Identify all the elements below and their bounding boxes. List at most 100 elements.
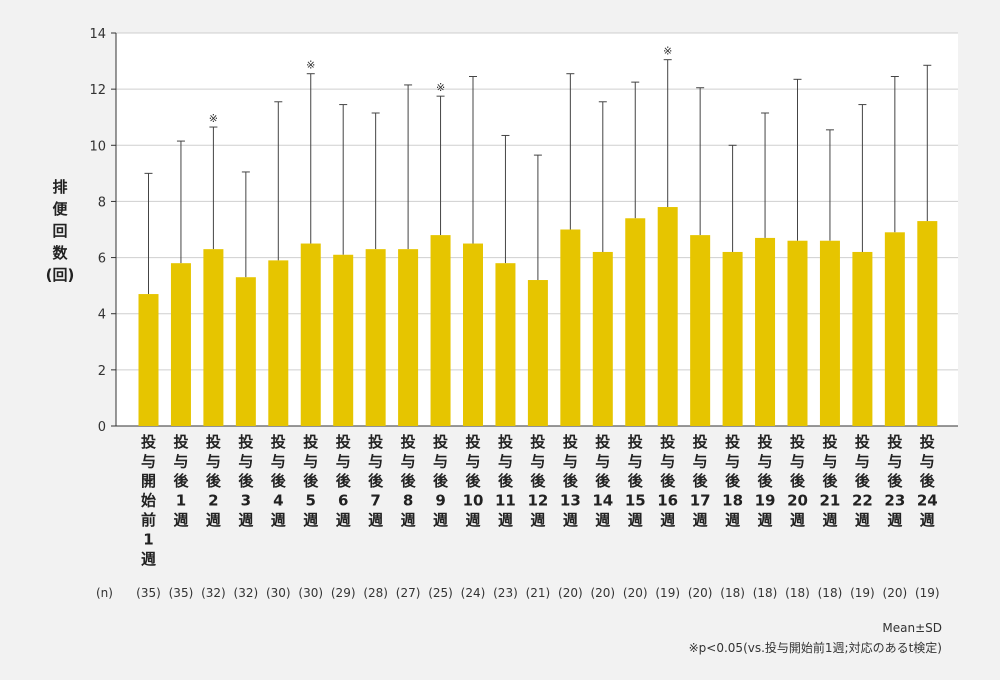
x-tick-label-char: 与 bbox=[790, 453, 805, 471]
n-count-label: (30) bbox=[298, 586, 323, 600]
x-tick-label-char: 投 bbox=[401, 433, 416, 451]
x-tick-label-char: 投 bbox=[725, 433, 740, 451]
x-tick-label: 投与後 6週 bbox=[335, 433, 352, 529]
x-tick-label-char: 後 bbox=[497, 472, 514, 490]
x-tick-label-char: 21 bbox=[820, 492, 841, 510]
bar bbox=[170, 263, 191, 426]
x-tick-label-char: 週 bbox=[498, 511, 513, 529]
x-tick-label-char: 後 bbox=[757, 472, 774, 490]
x-tick-label-char: 週 bbox=[401, 511, 416, 529]
n-count-label: (20) bbox=[688, 586, 713, 600]
x-tick-label-char: 7 bbox=[370, 492, 380, 510]
bar bbox=[560, 229, 581, 426]
bar-layer: ※ ※ ※ ※ bbox=[138, 45, 938, 426]
x-tick-label-char: 投 bbox=[206, 433, 221, 451]
x-tick-label: 投与後 2週 bbox=[205, 433, 222, 529]
bar-group bbox=[787, 78, 808, 426]
x-tick-label-char: 後 bbox=[562, 472, 579, 490]
n-count-label: (29) bbox=[331, 586, 356, 600]
x-tick-label-char: 投 bbox=[271, 433, 286, 451]
x-tick-label-char: 週 bbox=[920, 511, 935, 529]
bar bbox=[203, 249, 224, 426]
x-tick-label: 投与後 11週 bbox=[495, 433, 516, 529]
x-tick-label-char: 与 bbox=[336, 453, 351, 471]
n-count-label: (19) bbox=[655, 586, 680, 600]
significance-marker: ※ bbox=[306, 59, 315, 72]
n-count-label: (18) bbox=[720, 586, 745, 600]
n-count-label: (20) bbox=[590, 586, 615, 600]
x-tick-label: 投与後 24週 bbox=[917, 433, 938, 529]
x-tick-label-char: 投 bbox=[790, 433, 805, 451]
x-tick-label-char: 15 bbox=[625, 492, 646, 510]
x-tick-label-char: 5 bbox=[306, 492, 316, 510]
x-tick-label: 投与後 23週 bbox=[884, 433, 905, 529]
x-tick-label-char: 後 bbox=[821, 472, 838, 490]
x-tick-label-char: 週 bbox=[725, 511, 740, 529]
x-tick-label-char: 投 bbox=[595, 433, 610, 451]
bar-group bbox=[722, 144, 743, 426]
significance-marker: ※ bbox=[436, 81, 445, 94]
x-tick-label-char: 後 bbox=[594, 472, 611, 490]
bar bbox=[300, 243, 321, 426]
x-tick-label-char: 投 bbox=[855, 433, 870, 451]
bar-group bbox=[560, 73, 581, 426]
y-tick-label: 6 bbox=[98, 252, 106, 267]
bar bbox=[235, 277, 256, 426]
bar bbox=[819, 240, 840, 426]
x-tick-label: 投与後 18週 bbox=[722, 433, 743, 529]
label-layer: 投与開始前1週(35)投与後1週(35)投与後2週(32)投与後3週(32)投与… bbox=[136, 433, 939, 600]
n-count-label: (20) bbox=[623, 586, 648, 600]
x-tick-label-char: 後 bbox=[692, 472, 709, 490]
n-count-label: (28) bbox=[363, 586, 388, 600]
x-tick-label-char: 投 bbox=[303, 433, 318, 451]
x-tick-label-char: 17 bbox=[690, 492, 711, 510]
x-tick-label: 投与後 10週 bbox=[463, 433, 484, 529]
x-tick-label-char: 9 bbox=[435, 492, 445, 510]
x-tick-label-char: 後 bbox=[400, 472, 417, 490]
bar bbox=[722, 251, 743, 426]
x-tick-label-char: 後 bbox=[529, 472, 546, 490]
n-count-label: (32) bbox=[234, 586, 259, 600]
x-tick-label-char: 19 bbox=[755, 492, 776, 510]
x-tick-label-char: 与 bbox=[173, 453, 188, 471]
x-tick-label-char: 後 bbox=[335, 472, 352, 490]
bar-group bbox=[755, 112, 776, 426]
x-tick-label-char: 与 bbox=[693, 453, 708, 471]
x-tick-label-char: 投 bbox=[368, 433, 383, 451]
x-tick-label: 投与後 7週 bbox=[367, 433, 384, 529]
x-tick-label-char: 週 bbox=[173, 511, 188, 529]
bar-group bbox=[170, 140, 191, 426]
footnote-mean-sd: Mean±SD bbox=[882, 621, 942, 635]
y-tick-label: 12 bbox=[89, 83, 106, 98]
bar-group bbox=[690, 87, 711, 426]
bar-group bbox=[625, 81, 646, 426]
bar bbox=[625, 218, 646, 426]
x-tick-label-char: 投 bbox=[498, 433, 513, 451]
x-tick-label-char: 与 bbox=[238, 453, 253, 471]
x-tick-label-char: 週 bbox=[336, 511, 351, 529]
x-tick-label-char: 13 bbox=[560, 492, 581, 510]
x-tick-label-char: 週 bbox=[465, 511, 480, 529]
y-tick-label: 8 bbox=[98, 195, 106, 210]
x-tick-label: 投与後 14週 bbox=[592, 433, 613, 529]
bar-group bbox=[268, 101, 289, 426]
bar-group bbox=[235, 171, 256, 426]
x-tick-label-char: 4 bbox=[273, 492, 283, 510]
x-tick-label-char: 24 bbox=[917, 492, 938, 510]
bar-group bbox=[884, 76, 905, 426]
n-count-label: (35) bbox=[136, 586, 161, 600]
x-tick-label-char: 週 bbox=[822, 511, 837, 529]
x-tick-label-char: 22 bbox=[852, 492, 873, 510]
x-tick-label: 投与後 20週 bbox=[787, 433, 808, 529]
n-count-label: (23) bbox=[493, 586, 518, 600]
bar bbox=[365, 249, 386, 426]
x-tick-label-char: 与 bbox=[141, 453, 156, 471]
bar-group bbox=[138, 172, 159, 426]
x-tick-label-char: 週 bbox=[790, 511, 805, 529]
x-tick-label: 投与後 8週 bbox=[400, 433, 417, 529]
x-tick-label-char: 10 bbox=[463, 492, 484, 510]
x-tick-label: 投与後 3週 bbox=[237, 433, 254, 529]
